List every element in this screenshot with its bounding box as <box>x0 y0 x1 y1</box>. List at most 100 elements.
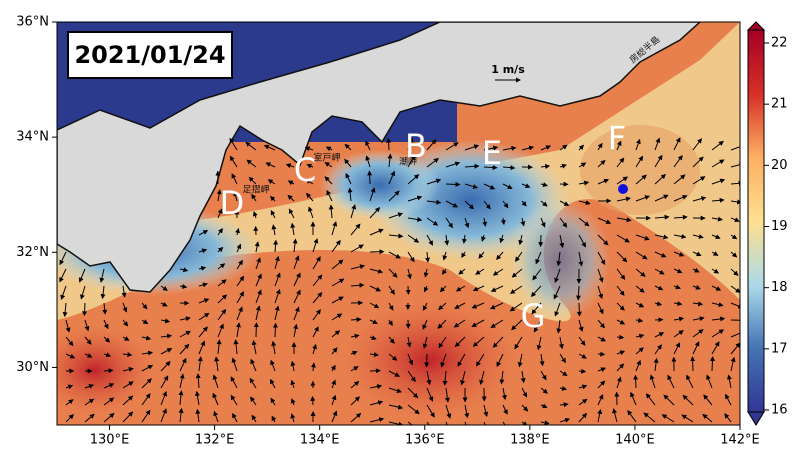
velocity-arrow <box>502 200 509 209</box>
velocity-arrow <box>426 139 437 151</box>
velocity-arrow <box>388 404 404 410</box>
x-tick-label: 142°E <box>720 433 760 448</box>
velocity-arrow <box>84 353 93 358</box>
velocity-arrow <box>65 384 74 390</box>
velocity-arrow <box>439 285 447 293</box>
velocity-arrow <box>290 398 296 406</box>
velocity-arrow <box>293 323 299 338</box>
velocity-arrow <box>426 199 442 205</box>
velocity-arrow <box>559 200 570 206</box>
velocity-arrow <box>213 410 219 423</box>
velocity-arrow <box>521 387 528 398</box>
velocity-arrow <box>217 208 223 219</box>
velocity-arrow <box>369 187 376 202</box>
velocity-arrow <box>540 200 548 207</box>
velocity-arrow <box>711 216 724 222</box>
velocity-arrow <box>730 217 740 222</box>
velocity-arrow <box>232 412 238 423</box>
velocity-arrow <box>312 238 319 253</box>
velocity-arrow <box>217 279 227 287</box>
velocity-arrow <box>616 140 622 151</box>
velocity-arrow <box>496 251 504 261</box>
velocity-arrow <box>179 267 189 273</box>
velocity-arrow <box>711 234 721 240</box>
velocity-arrow <box>597 394 604 406</box>
velocity-arrow <box>457 353 466 367</box>
velocity-arrow <box>673 154 683 168</box>
velocity-arrow <box>369 206 381 219</box>
velocity-arrow <box>438 302 447 311</box>
velocity-arrow <box>692 196 707 202</box>
velocity-arrow <box>540 217 546 228</box>
velocity-arrow <box>454 302 466 309</box>
velocity-arrow <box>531 302 542 315</box>
velocity-arrow <box>444 387 450 403</box>
velocity-arrow <box>597 367 607 372</box>
colorbar-extend <box>746 21 766 31</box>
velocity-arrow <box>255 257 261 270</box>
velocity-arrow <box>597 217 612 224</box>
velocity-arrow <box>235 227 240 236</box>
velocity-arrow <box>442 268 447 275</box>
velocity-arrow <box>654 285 664 291</box>
velocity-arrow <box>535 251 542 265</box>
velocity-arrow <box>483 404 489 417</box>
velocity-arrow <box>730 162 740 168</box>
velocity-arrow <box>730 285 740 293</box>
region-label: D <box>220 184 245 222</box>
velocity-arrow <box>141 393 151 406</box>
velocity-arrow <box>103 352 112 358</box>
velocity-arrow <box>536 336 542 351</box>
velocity-arrow <box>578 412 588 423</box>
velocity-arrow <box>426 421 430 425</box>
velocity-arrow <box>692 329 704 338</box>
velocity-arrow <box>726 374 732 389</box>
velocity-arrow <box>479 370 485 386</box>
region-label: G <box>521 297 546 335</box>
velocity-arrow <box>559 163 567 169</box>
velocity-arrow <box>454 336 466 348</box>
velocity-arrow <box>250 396 257 406</box>
velocity-arrow <box>178 390 184 406</box>
velocity-arrow <box>331 379 336 389</box>
velocity-arrow <box>686 374 694 389</box>
scale-label: 1 m/s <box>491 63 525 76</box>
velocity-arrow <box>217 263 226 270</box>
velocity-arrow <box>725 393 732 406</box>
velocity-arrow <box>217 308 227 321</box>
velocity-arrow <box>627 409 637 423</box>
velocity-arrow <box>559 234 565 249</box>
velocity-arrow <box>597 234 609 246</box>
velocity-arrow <box>195 408 201 423</box>
region-label: C <box>294 151 316 189</box>
velocity-arrow <box>59 268 67 283</box>
velocity-arrow <box>464 200 475 210</box>
velocity-arrow <box>724 413 732 423</box>
velocity-arrow <box>616 217 632 223</box>
velocity-arrow <box>540 145 552 151</box>
velocity-arrow <box>306 192 314 202</box>
velocity-arrow <box>273 239 279 253</box>
velocity-arrow <box>521 404 529 412</box>
velocity-arrow <box>438 336 447 349</box>
velocity-arrow <box>178 407 184 423</box>
velocity-arrow <box>559 386 568 391</box>
velocity-arrow <box>502 183 513 189</box>
velocity-arrow <box>501 387 507 401</box>
velocity-arrow <box>490 319 504 328</box>
velocity-arrow <box>331 278 345 287</box>
velocity-arrow <box>426 217 439 226</box>
velocity-arrow <box>198 326 208 338</box>
velocity-arrow <box>730 144 740 151</box>
velocity-arrow <box>233 190 239 202</box>
velocity-arrow <box>482 217 488 227</box>
velocity-arrow <box>102 302 108 315</box>
velocity-arrow <box>103 368 114 374</box>
velocity-arrow <box>274 255 280 270</box>
velocity-arrow <box>267 179 276 185</box>
velocity-arrow <box>212 374 219 389</box>
velocity-arrow <box>559 402 569 408</box>
velocity-arrow <box>539 353 545 367</box>
velocity-arrow <box>236 275 245 287</box>
velocity-arrow <box>388 233 404 239</box>
